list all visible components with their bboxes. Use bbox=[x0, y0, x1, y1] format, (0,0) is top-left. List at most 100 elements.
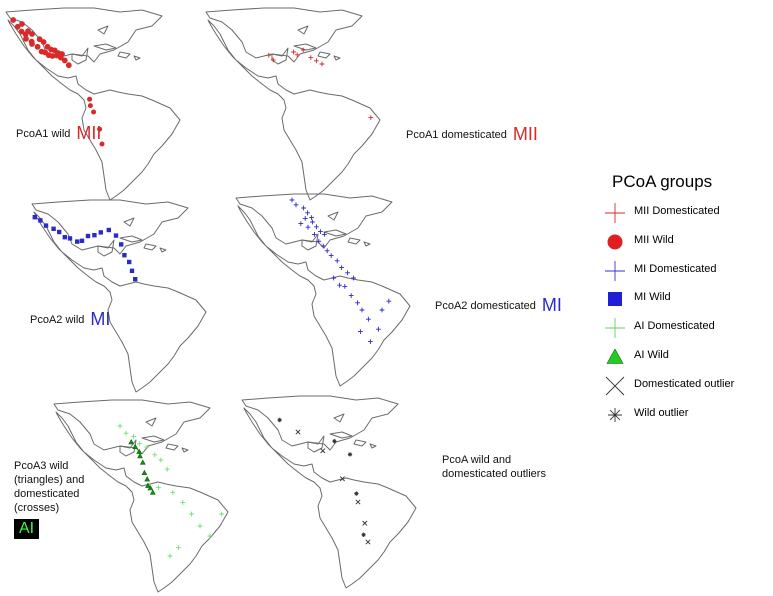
coastline bbox=[123, 217, 135, 227]
mii-wild-points bbox=[10, 17, 72, 69]
coastline bbox=[119, 235, 143, 243]
coastline bbox=[117, 51, 131, 59]
panel-label-line: (crosses) bbox=[14, 502, 60, 514]
legend-item: MI Domesticated bbox=[600, 260, 770, 289]
legend-item: Wild outlier bbox=[600, 404, 770, 433]
mii-domesticated-points bbox=[266, 52, 374, 120]
wild-outlier-points bbox=[277, 417, 366, 537]
legend: PCoA groups MII Domesticated MII Wild MI D… bbox=[600, 172, 770, 432]
coastline bbox=[55, 411, 229, 593]
coastline bbox=[237, 205, 411, 387]
coastline bbox=[165, 443, 179, 451]
legend-symbol-circle-icon bbox=[607, 234, 623, 250]
coastline bbox=[327, 211, 339, 221]
panel-label-text: PcoA1 wild bbox=[16, 128, 71, 140]
legend-item: MII Domesticated bbox=[600, 202, 770, 231]
legend-label: Domesticated outlier bbox=[634, 377, 735, 390]
mi-domesticated-points bbox=[289, 197, 392, 344]
panel-label-pcoa2-domesticated: PcoA2 domesticated MI bbox=[435, 295, 562, 315]
map-pcoa1-wild bbox=[5, 7, 181, 201]
coastline bbox=[333, 55, 341, 61]
coastline bbox=[97, 25, 109, 35]
coastline bbox=[33, 211, 207, 393]
legend-label: MI Wild bbox=[634, 291, 671, 304]
coastline bbox=[241, 395, 399, 451]
panel-label-pcoa2-wild: PcoA2 wild MI bbox=[30, 309, 111, 329]
coastline bbox=[31, 199, 189, 255]
coastline bbox=[293, 43, 317, 51]
coastline bbox=[143, 243, 157, 251]
coastline bbox=[301, 233, 319, 251]
legend-label: Wild outlier bbox=[634, 406, 689, 419]
legend-label: AI Domesticated bbox=[634, 320, 715, 333]
mii-wild-points bbox=[87, 96, 105, 147]
coastline bbox=[363, 241, 371, 247]
panel-label-pcoa3: PcoA3 wild (triangles) and domesticated … bbox=[14, 459, 84, 539]
map-pcoa2-wild bbox=[31, 199, 207, 393]
legend-symbol-plus-icon bbox=[605, 318, 625, 339]
legend-symbol-asterisk-icon bbox=[608, 407, 622, 422]
coastline bbox=[329, 431, 353, 439]
map-pcoa3 bbox=[53, 399, 229, 593]
ai-wild-points bbox=[128, 438, 156, 495]
coastline bbox=[159, 247, 167, 253]
group-tag-mi: MI bbox=[541, 295, 562, 315]
mii-domesticated-points bbox=[291, 47, 325, 67]
mi-wild-points bbox=[32, 215, 138, 282]
panel-label-pcoa1-domesticated: PcoA1 domesticated MII bbox=[406, 124, 538, 144]
legend-item: Domesticated outlier bbox=[600, 375, 770, 404]
panel-label-pcoa1-wild: PcoA1 wild MII bbox=[16, 123, 102, 143]
coastline bbox=[133, 55, 141, 61]
legend-label: MI Domesticated bbox=[634, 262, 717, 275]
legend-item: AI Wild bbox=[600, 346, 770, 375]
map-pcoa2-domesticated bbox=[235, 193, 411, 387]
coastline bbox=[235, 193, 393, 249]
coastline bbox=[141, 435, 165, 443]
panel-label-line: PcoA wild and bbox=[442, 454, 512, 466]
legend-symbol-x-icon bbox=[605, 376, 625, 396]
coastline bbox=[93, 43, 117, 51]
coastline bbox=[119, 439, 137, 457]
panel-label-line: PcoA3 wild bbox=[14, 460, 69, 472]
coastline bbox=[369, 443, 377, 449]
coastline bbox=[307, 435, 325, 453]
legend-symbol-square-icon bbox=[608, 292, 622, 307]
legend-items: MII Domesticated MII Wild MI Domesticated M… bbox=[600, 202, 770, 432]
coastline bbox=[347, 237, 361, 245]
legend-symbol-plus-icon bbox=[605, 203, 625, 223]
panel-label-line: domesticated bbox=[14, 488, 80, 500]
legend-item: AI Domesticated bbox=[600, 317, 770, 346]
coastline bbox=[97, 239, 115, 257]
ai-domesticated-points bbox=[117, 423, 224, 559]
coastline bbox=[243, 407, 417, 589]
legend-symbol-plus-icon bbox=[605, 260, 625, 281]
coastline bbox=[333, 413, 345, 423]
coastline bbox=[7, 19, 181, 201]
legend-item: MI Wild bbox=[600, 288, 770, 317]
coastline bbox=[71, 47, 89, 65]
legend-label: AI Wild bbox=[634, 348, 669, 361]
panel-label-line: (triangles) and bbox=[14, 474, 85, 486]
legend-symbol-triangle-icon bbox=[606, 348, 624, 364]
legend-label: MII Wild bbox=[634, 233, 674, 246]
group-tag-mi: MI bbox=[90, 309, 111, 329]
coastline bbox=[353, 439, 367, 447]
panel-label-line: domesticated outliers bbox=[442, 468, 546, 480]
group-tag-mii: MII bbox=[512, 124, 538, 144]
group-tag-mii: MII bbox=[76, 123, 102, 143]
coastline bbox=[5, 7, 163, 63]
map-outliers bbox=[241, 395, 417, 589]
coastline bbox=[145, 417, 157, 427]
coastline bbox=[317, 51, 331, 59]
map-pcoa1-domesticated bbox=[205, 7, 381, 201]
coastline bbox=[207, 19, 381, 201]
coastline bbox=[53, 399, 211, 455]
legend-title: PCoA groups bbox=[612, 172, 713, 191]
panel-label-text: PcoA2 domesticated bbox=[435, 300, 536, 312]
panel-label-outliers: PcoA wild and domesticated outliers bbox=[442, 453, 546, 481]
coastline bbox=[205, 7, 363, 63]
panel-label-text: PcoA1 domesticated bbox=[406, 129, 507, 141]
group-tag-ai: AI bbox=[14, 519, 40, 539]
coastline bbox=[181, 447, 189, 453]
domesticated-outlier-points bbox=[295, 429, 371, 545]
